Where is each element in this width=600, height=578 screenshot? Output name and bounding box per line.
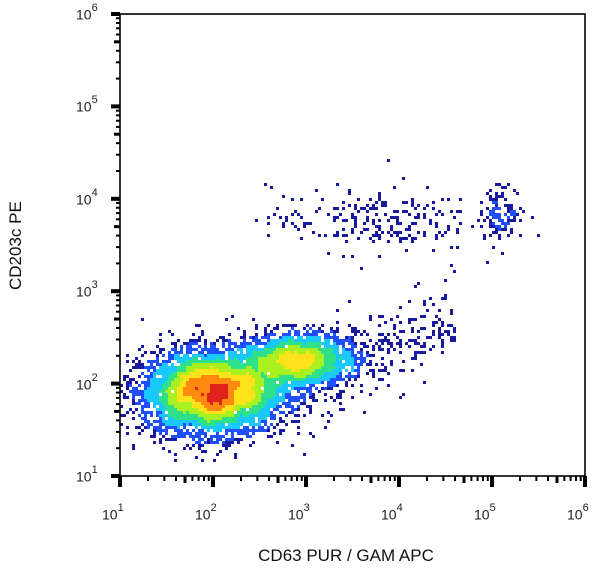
x-axis-label: CD63 PUR / GAM APC [258,546,434,565]
x-tick-label: 106 [567,502,589,523]
y-tick-label: 101 [76,464,98,485]
y-tick-label: 102 [76,371,98,393]
y-tick-label: 106 [76,2,98,23]
x-tick-label: 105 [474,502,496,523]
y-tick-label: 103 [76,279,98,300]
x-axis-ticks [118,476,587,487]
x-tick-label: 104 [381,502,403,523]
y-axis-ticks [111,12,120,478]
density-dots [120,159,540,462]
x-tick-label: 103 [288,502,310,523]
plot-frame [119,13,586,477]
y-axis-label: CD203c PE [6,201,25,290]
x-tick-label: 101 [102,502,124,523]
y-tick-label: 104 [76,186,98,208]
y-tick-label: 105 [76,94,98,116]
x-tick-label: 102 [195,502,217,523]
